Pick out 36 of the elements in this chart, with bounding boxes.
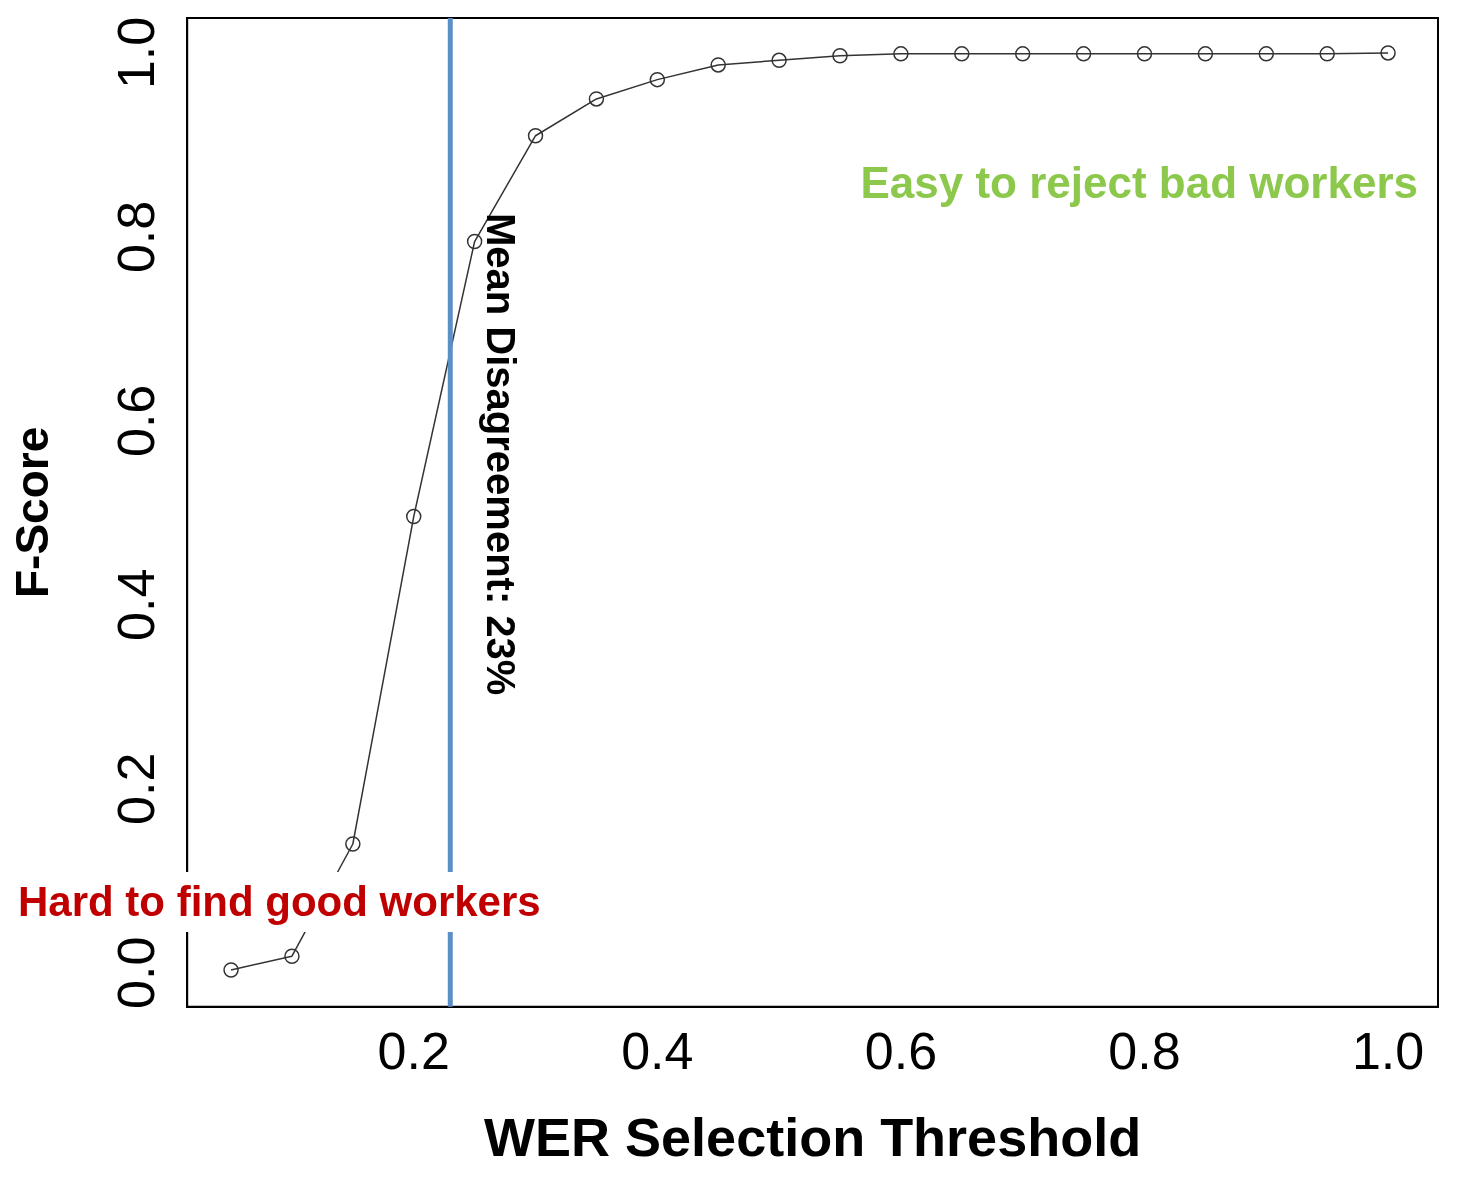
y-tick-label: 0.2 bbox=[106, 752, 165, 825]
y-tick-label: 0.0 bbox=[106, 936, 165, 1009]
x-tick-label: 0.2 bbox=[377, 1022, 450, 1081]
point bbox=[1014, 46, 1031, 62]
ref-line-label: Mean Disagreement: 23% bbox=[479, 213, 524, 696]
annotation: Hard to find good workers bbox=[12, 871, 547, 932]
point bbox=[284, 948, 300, 964]
point bbox=[649, 71, 666, 88]
y-tick-label: 0.4 bbox=[106, 568, 165, 641]
annotation: Easy to reject bad workers bbox=[860, 158, 1418, 208]
point bbox=[1380, 45, 1396, 61]
point bbox=[466, 233, 483, 250]
point bbox=[345, 836, 361, 852]
point bbox=[588, 91, 605, 107]
y-tick-label: 1.0 bbox=[106, 16, 165, 90]
point bbox=[832, 47, 848, 64]
point bbox=[1075, 46, 1092, 62]
point bbox=[1258, 46, 1275, 62]
point bbox=[893, 46, 909, 62]
point bbox=[954, 46, 970, 62]
point bbox=[710, 57, 726, 73]
point bbox=[771, 52, 787, 69]
point bbox=[1136, 46, 1153, 62]
y-tick-label: 0.6 bbox=[106, 384, 165, 458]
x-tick-label: 0.6 bbox=[864, 1022, 938, 1081]
point bbox=[527, 127, 544, 144]
y-tick-label: 0.8 bbox=[106, 200, 165, 274]
point bbox=[1319, 46, 1335, 62]
x-tick-label: 0.4 bbox=[621, 1022, 694, 1081]
point bbox=[405, 508, 422, 525]
x-axis-title: WER Selection Threshold bbox=[484, 1107, 1142, 1168]
y-axis-title: F-Score bbox=[6, 426, 59, 599]
point bbox=[1197, 46, 1214, 62]
x-tick-label: 0.8 bbox=[1108, 1022, 1181, 1081]
point bbox=[223, 962, 239, 978]
x-tick-label: 1.0 bbox=[1351, 1022, 1425, 1081]
